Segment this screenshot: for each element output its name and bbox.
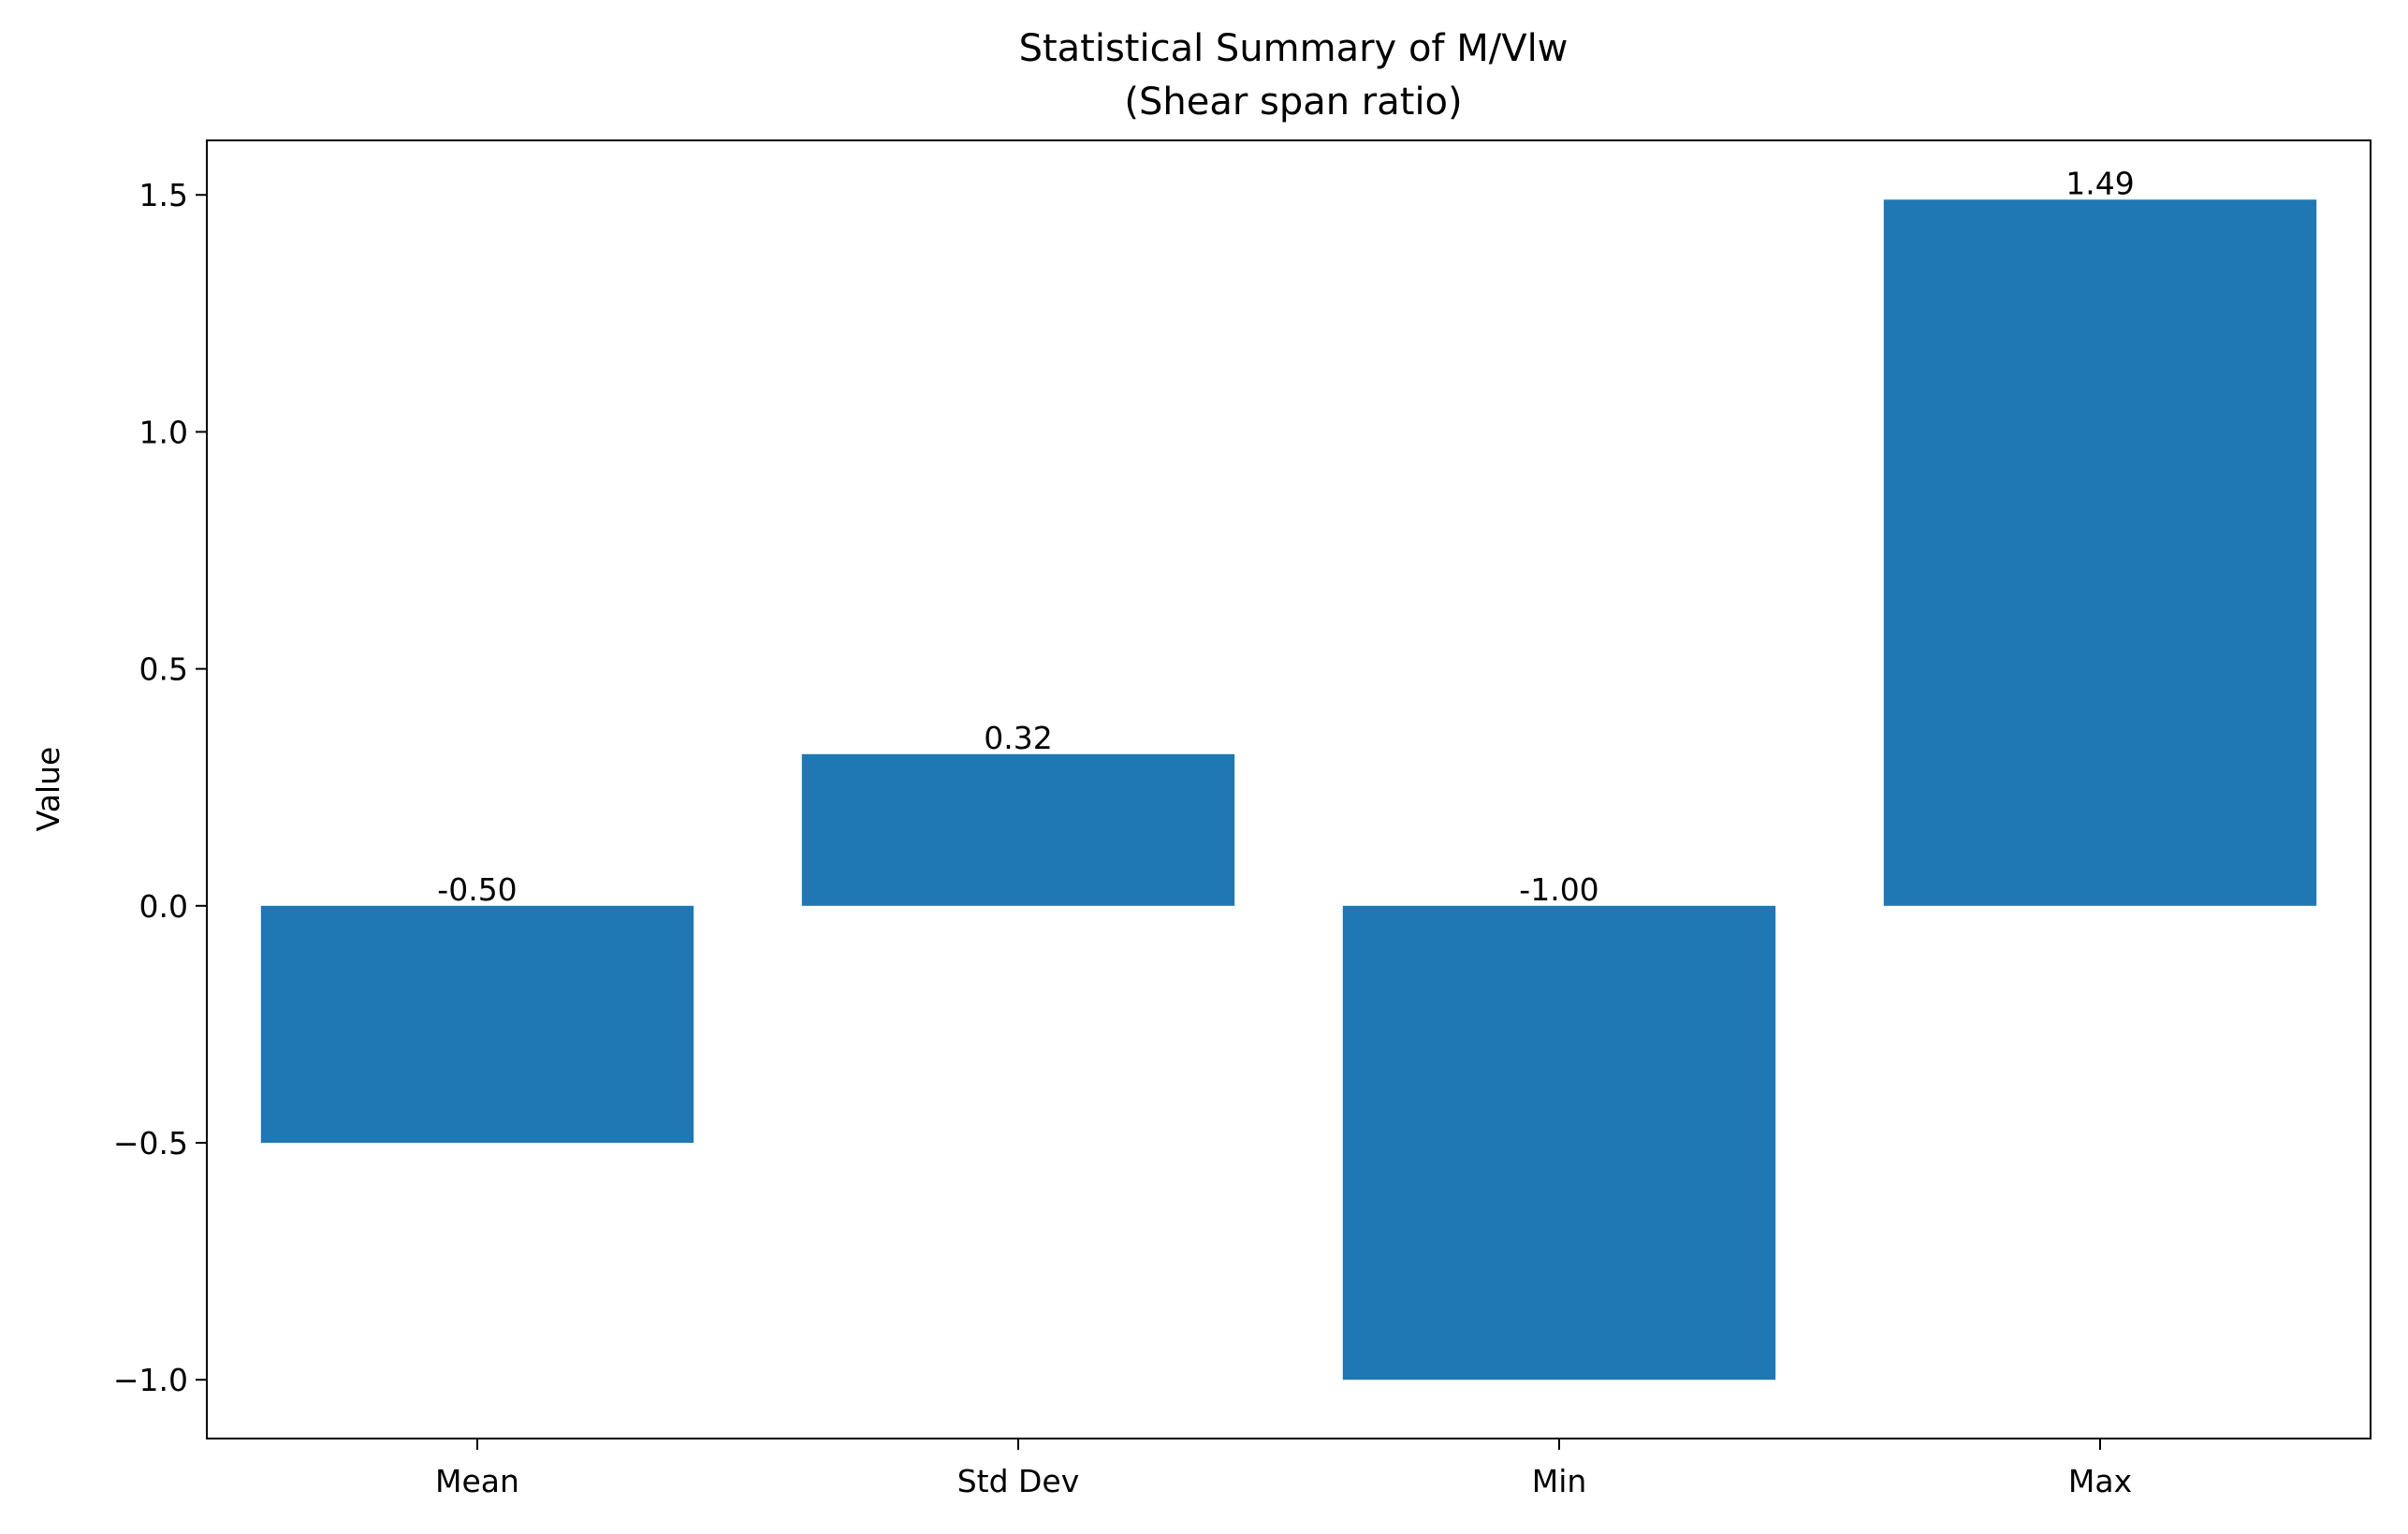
- y-tick-label: −0.5: [113, 1125, 188, 1161]
- plot-frame: [206, 139, 2372, 1439]
- y-tick-label: 0.0: [139, 888, 188, 925]
- y-axis-label: Value: [30, 747, 66, 832]
- y-tick-label: −1.0: [113, 1362, 188, 1398]
- x-tick-label: Min: [1532, 1463, 1587, 1499]
- chart-subtitle: (Shear span ratio): [1124, 80, 1462, 124]
- y-tick-label: 1.0: [139, 414, 188, 450]
- bar-mean: [260, 905, 694, 1144]
- bar-value-label: -0.50: [437, 871, 517, 908]
- plot-area: -0.50 0.32 -1.00 1.49 −1.0 −0.5 0.0 0.5 1.0 1.5 Me…: [113, 139, 2372, 1499]
- x-tick-label: Mean: [435, 1463, 519, 1499]
- bar-min: [1342, 905, 1776, 1381]
- bar-value-label: 1.49: [2065, 165, 2134, 201]
- bar-std-dev: [801, 753, 1235, 906]
- x-tick-label: Std Dev: [957, 1463, 1080, 1499]
- bar-value-label: -1.00: [1519, 871, 1598, 908]
- y-tick-label: 0.5: [139, 651, 188, 688]
- y-tick-label: 1.5: [139, 177, 188, 213]
- chart-title: Statistical Summary of M/Vlw: [1019, 27, 1569, 70]
- x-tick-label: Max: [2068, 1463, 2132, 1499]
- bar-max: [1883, 199, 2317, 906]
- bar-value-label: 0.32: [984, 720, 1052, 756]
